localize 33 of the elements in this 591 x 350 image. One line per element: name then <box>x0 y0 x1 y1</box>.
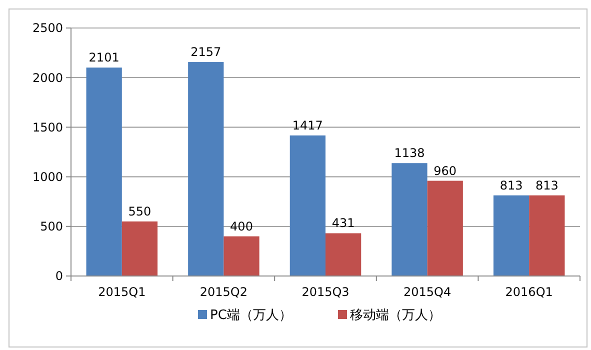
bar <box>122 221 158 276</box>
y-tick-label: 2500 <box>32 21 63 36</box>
y-tick-label: 1500 <box>32 120 63 134</box>
y-tick-label: 0 <box>55 269 63 284</box>
bar <box>188 62 224 276</box>
data-label: 400 <box>230 219 253 234</box>
y-tick-label: 2000 <box>32 70 63 85</box>
bar <box>224 236 260 276</box>
bar <box>493 195 530 276</box>
data-label: 2157 <box>190 45 222 60</box>
bar <box>290 135 326 276</box>
x-tick-label: 2015Q2 <box>200 285 248 299</box>
data-label: 2101 <box>88 50 120 65</box>
data-label: 550 <box>128 204 152 218</box>
data-label: 1138 <box>394 146 425 160</box>
bar <box>86 68 122 276</box>
legend-label: PC端（万人） <box>210 308 292 323</box>
data-label: 813 <box>500 178 523 192</box>
data-label: 960 <box>434 164 457 178</box>
data-label: 813 <box>535 178 558 192</box>
data-label: 1417 <box>292 118 323 132</box>
bar <box>326 233 362 276</box>
y-tick-label: 500 <box>40 220 63 234</box>
x-tick-label: 2016Q1 <box>505 285 553 299</box>
y-tick-label: 1000 <box>32 170 63 184</box>
x-tick-label: 2015Q4 <box>403 285 452 299</box>
x-tick-label: 2015Q3 <box>302 285 350 299</box>
data-label: 431 <box>332 216 355 230</box>
legend-label: 移动端（万人） <box>350 308 441 323</box>
bar <box>392 163 428 276</box>
bar <box>529 195 565 276</box>
x-tick-label: 2015Q1 <box>98 285 146 299</box>
bar <box>427 180 463 276</box>
